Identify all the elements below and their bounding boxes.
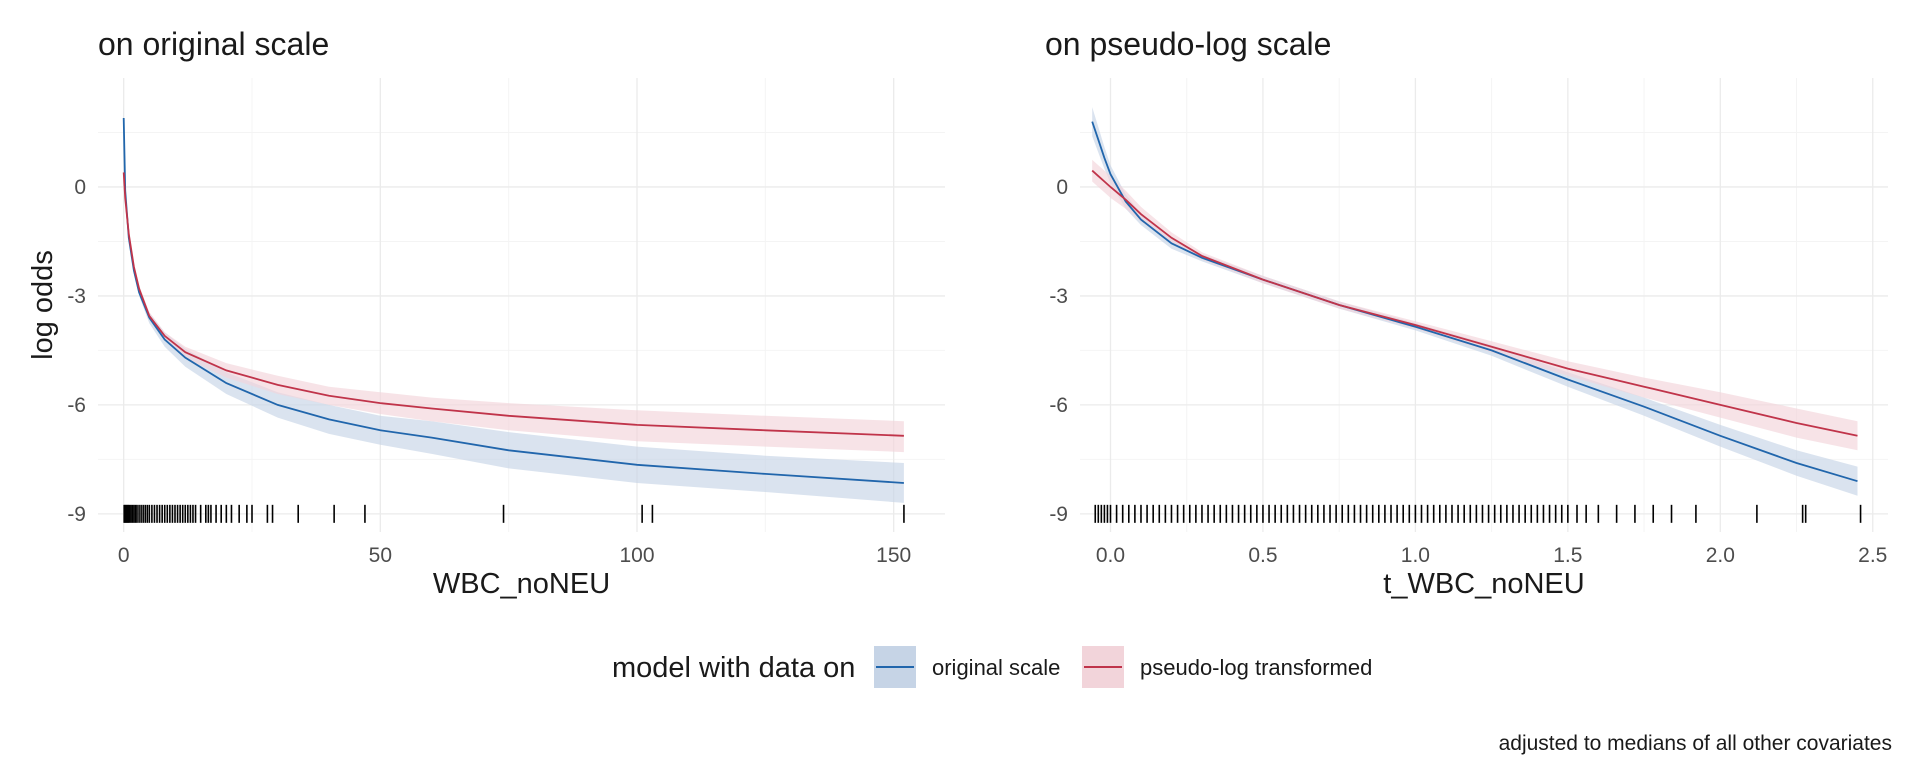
- plog-title: on pseudo-log scale: [1045, 26, 1331, 62]
- orig-y-tick-label: 0: [74, 176, 86, 199]
- plog-y-tick-label: 0: [1056, 176, 1068, 199]
- orig-x-tick-label: 50: [369, 544, 392, 567]
- plog-line-pseudo-log: [1091, 169, 1858, 437]
- legend-label-pseudo-log: pseudo-log transformed: [1140, 655, 1372, 680]
- orig-ribbon-original-scale: [123, 103, 904, 503]
- plog-y-tick-label: -6: [1049, 394, 1068, 417]
- orig-title: on original scale: [98, 26, 329, 62]
- plog-x-axis-label: t_WBC_noNEU: [1383, 568, 1584, 600]
- orig-x-tick-label: 0: [118, 544, 130, 567]
- orig-x-axis-label: WBC_noNEU: [433, 568, 610, 600]
- plog-x-tick-label: 0.0: [1096, 544, 1125, 567]
- orig-x-tick-label: 100: [619, 544, 654, 567]
- plog-ribbon-original-scale: [1092, 107, 1858, 496]
- panel-original-scale: 0 50 100 150 0 -3 -6 -9 on original scale WBC_noN…: [27, 26, 945, 600]
- plog-y-tick-label: -9: [1049, 503, 1068, 526]
- legend: model with data on original scale pseudo…: [612, 646, 1372, 688]
- legend-item-pseudo-log: pseudo-log transformed: [1082, 646, 1372, 688]
- plog-ribbon-pseudo-log: [1092, 159, 1858, 451]
- plog-x-tick-label: 2.0: [1706, 544, 1735, 567]
- plog-line-original-scale: [1091, 121, 1858, 483]
- orig-x-tick-label: 150: [876, 544, 911, 567]
- orig-y-tick-label: -3: [67, 285, 86, 308]
- legend-label-original-scale: original scale: [932, 655, 1060, 680]
- plog-x-tick-label: 1.5: [1553, 544, 1582, 567]
- plog-x-tick-label: 2.5: [1858, 544, 1887, 567]
- legend-title: model with data on: [612, 652, 855, 684]
- orig-y-tick-label: -9: [67, 503, 86, 526]
- orig-ribbon-pseudo-log: [123, 168, 904, 453]
- plog-y-tick-label: -3: [1049, 285, 1068, 308]
- plog-x-tick-label: 1.0: [1401, 544, 1430, 567]
- orig-line-pseudo-log: [122, 172, 904, 437]
- caption: adjusted to medians of all other covaria…: [1499, 732, 1892, 755]
- orig-y-axis-label: log odds: [27, 250, 59, 360]
- panel-pseudo-log-scale: 0.0 0.5 1.0 1.5 2.0 2.5 0 -3 -6 -9 on pseudo-log s…: [1045, 26, 1888, 600]
- orig-y-tick-label: -6: [67, 394, 86, 417]
- legend-item-original-scale: original scale: [874, 646, 1060, 688]
- plog-x-tick-label: 0.5: [1248, 544, 1277, 567]
